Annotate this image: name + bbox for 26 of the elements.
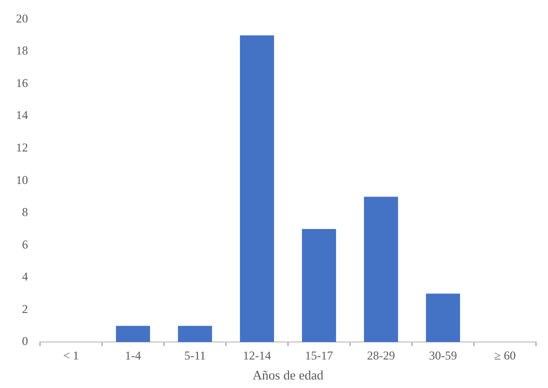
x-tick-label: 12-14: [243, 348, 271, 362]
y-tick-label: 4: [22, 270, 28, 284]
y-tick-label: 18: [16, 44, 28, 58]
x-tick-label: 15-17: [305, 348, 333, 362]
x-axis-title: Años de edad: [252, 368, 324, 383]
bar: [302, 229, 336, 342]
y-tick-label: 12: [16, 140, 28, 154]
y-tick-label: 2: [22, 302, 28, 316]
bar: [426, 294, 460, 342]
x-tick-label: 1-4: [125, 348, 141, 362]
y-tick-label: 20: [16, 11, 28, 26]
y-tick-label: 6: [22, 237, 28, 252]
y-tick-label: 0: [22, 334, 28, 348]
x-tick-label: 5-11: [184, 348, 206, 362]
bar: [240, 35, 274, 342]
y-tick-label: 10: [16, 172, 28, 187]
x-tick-label: < 1: [63, 348, 79, 362]
x-tick-label: ≥ 60: [494, 348, 516, 362]
bar: [178, 326, 212, 342]
bar: [364, 196, 398, 342]
x-tick-label: 30-59: [429, 348, 457, 362]
y-tick-label: 8: [22, 205, 28, 220]
x-tick-label: 28-29: [367, 348, 395, 362]
y-tick-label: 14: [16, 108, 28, 122]
bar: [116, 326, 150, 342]
y-tick-label: 16: [16, 76, 28, 90]
